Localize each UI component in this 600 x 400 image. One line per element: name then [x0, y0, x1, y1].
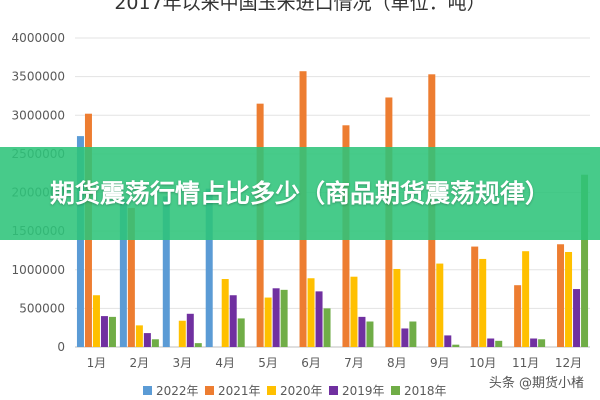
bar	[350, 276, 358, 347]
x-tick-label: 9月	[430, 356, 450, 370]
x-tick-label: 11月	[512, 356, 539, 370]
legend-label: 2019年	[342, 384, 385, 398]
bar	[280, 289, 288, 347]
y-tick-label: 3500000	[12, 70, 65, 84]
bar	[127, 207, 135, 347]
bar	[178, 320, 186, 347]
x-tick-label: 2月	[130, 356, 150, 370]
bar	[436, 263, 444, 347]
bar	[92, 295, 100, 347]
y-tick-label: 0	[57, 340, 65, 354]
bar	[538, 339, 546, 347]
x-tick-label: 1月	[87, 356, 107, 370]
legend-label: 2022年	[156, 384, 199, 398]
bar	[393, 268, 401, 347]
bar	[237, 318, 245, 347]
bar	[581, 174, 589, 347]
bar	[119, 198, 127, 347]
x-tick-label: 3月	[172, 356, 192, 370]
x-tick-label: 4月	[215, 356, 235, 370]
bar	[530, 338, 538, 347]
x-tick-label: 6月	[301, 356, 321, 370]
bar	[151, 339, 159, 347]
x-tick-label: 5月	[258, 356, 278, 370]
bar	[557, 244, 565, 347]
chart-title: 2017年以来中国玉米进口情况（单位：吨）	[114, 0, 486, 14]
bar	[194, 343, 202, 347]
bar	[487, 338, 495, 347]
bar	[366, 321, 374, 347]
legend-swatch	[205, 386, 214, 395]
bar	[452, 344, 460, 347]
bar	[444, 335, 452, 347]
bar	[479, 258, 487, 347]
legend-swatch	[267, 386, 276, 395]
bar	[100, 316, 108, 347]
bar	[409, 321, 417, 347]
legend-swatch	[143, 386, 152, 395]
bar	[143, 333, 151, 347]
legend-label: 2018年	[404, 384, 447, 398]
bar	[221, 279, 229, 347]
legend-swatch	[391, 386, 400, 395]
source-watermark: 头条 @期货小楮	[484, 371, 588, 392]
bar	[514, 285, 522, 347]
bar	[76, 136, 84, 347]
bar	[471, 246, 479, 347]
bar	[358, 316, 366, 347]
bar	[522, 251, 530, 347]
headline-text: 期货震荡行情占比多少（商品期货震荡规律）	[49, 178, 550, 208]
x-tick-label: 7月	[344, 356, 364, 370]
y-tick-label: 1000000	[12, 263, 65, 277]
y-tick-label: 4000000	[12, 31, 65, 45]
bar	[307, 278, 315, 347]
x-tick-label: 10月	[469, 356, 496, 370]
bar	[315, 291, 323, 347]
x-tick-label: 8月	[387, 356, 407, 370]
legend-label: 2020年	[280, 384, 323, 398]
bar	[162, 196, 170, 347]
legend-swatch	[329, 386, 338, 395]
bar	[229, 295, 237, 347]
bar	[323, 308, 331, 347]
bar	[565, 251, 573, 347]
bar	[401, 328, 409, 347]
bar	[108, 316, 116, 347]
headline-banner: 期货震荡行情占比多少（商品期货震荡规律）	[0, 147, 600, 240]
legend-label: 2021年	[218, 384, 261, 398]
y-tick-label: 500000	[19, 301, 65, 315]
x-tick-label: 12月	[555, 356, 582, 370]
bar	[272, 288, 280, 347]
bar	[186, 313, 194, 347]
bar	[495, 340, 503, 347]
bar	[573, 289, 581, 347]
bar	[135, 325, 143, 347]
y-tick-label: 3000000	[12, 108, 65, 122]
bar	[205, 188, 213, 347]
bar	[264, 297, 272, 347]
